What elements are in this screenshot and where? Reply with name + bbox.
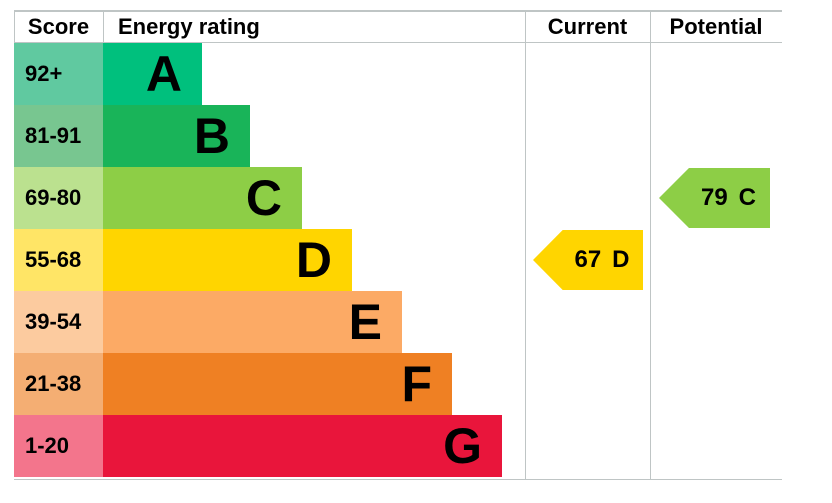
header-left-border — [14, 11, 15, 43]
score-cell: 21-38 — [14, 353, 103, 415]
band-letter: D — [295, 232, 332, 288]
score-cell: 55-68 — [14, 229, 103, 291]
current-band-letter: D — [612, 246, 630, 273]
band-row: 92+ A — [14, 43, 502, 105]
score-cell: 39-54 — [14, 291, 103, 353]
band-bar: G — [103, 415, 502, 477]
band-bar: A — [103, 43, 202, 105]
band-bar: D — [103, 229, 352, 291]
current-arrow: 67 D — [533, 230, 643, 290]
band-row: 55-68 D — [14, 229, 502, 291]
band-bar: B — [103, 105, 250, 167]
potential-band-letter: C — [738, 184, 757, 211]
score-cell: 81-91 — [14, 105, 103, 167]
score-column-header: Score — [27, 14, 90, 39]
band-letter: G — [443, 418, 482, 474]
band-letter: F — [401, 356, 432, 412]
potential-column-header: Potential — [669, 14, 763, 39]
potential-arrow: 79 C — [659, 168, 770, 228]
band-bar: E — [103, 291, 402, 353]
score-cell: 69-80 — [14, 167, 103, 229]
score-column-divider — [103, 11, 104, 43]
band-row: 69-80 C — [14, 167, 502, 229]
band-bar: C — [103, 167, 302, 229]
current-score: 67 — [574, 246, 602, 273]
header-underline — [14, 42, 782, 43]
energy-rating-column-header: Energy rating — [118, 14, 260, 39]
rating-bands: 92+ A 81-91 B 69-80 C 55-68 D 39-54 E 21… — [14, 43, 502, 477]
band-letter: A — [145, 46, 182, 102]
band-bar: F — [103, 353, 452, 415]
band-letter: B — [193, 108, 230, 164]
band-row: 21-38 F — [14, 353, 502, 415]
potential-score: 79 — [700, 184, 728, 211]
current-column-header: Current — [547, 14, 628, 39]
top-border-line — [14, 10, 782, 12]
band-letter: E — [348, 294, 382, 350]
score-cell: 92+ — [14, 43, 103, 105]
band-row: 39-54 E — [14, 291, 502, 353]
band-row: 81-91 B — [14, 105, 502, 167]
score-cell: 1-20 — [14, 415, 103, 477]
band-letter: C — [245, 170, 282, 226]
bottom-border-line — [14, 479, 782, 480]
band-row: 1-20 G — [14, 415, 502, 477]
current-column-divider — [525, 11, 526, 480]
potential-column-divider — [650, 11, 651, 480]
